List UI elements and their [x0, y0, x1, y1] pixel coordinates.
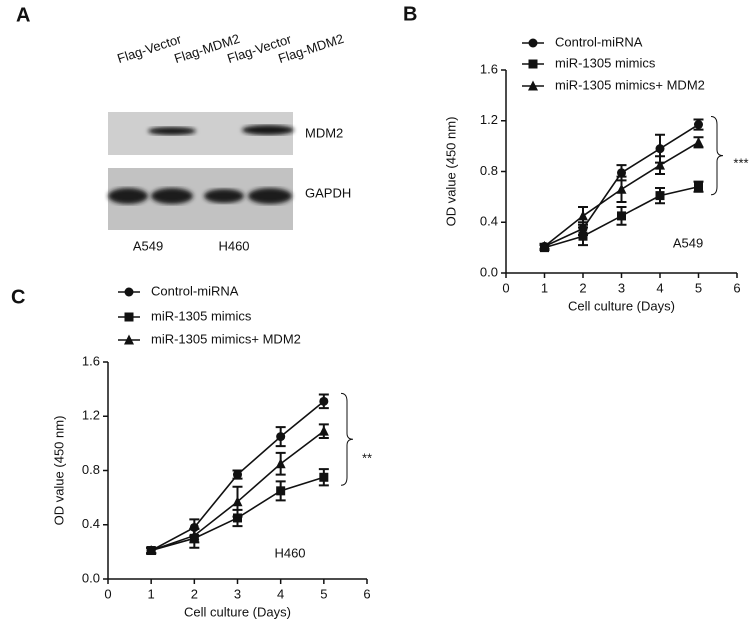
- y-axis-label: OD value (450 nm): [51, 416, 66, 526]
- panel-label: A: [16, 4, 30, 26]
- legend-label: miR-1305 mimics+ MDM2: [151, 331, 301, 346]
- marker: [655, 191, 665, 201]
- blot-label: GAPDH: [305, 185, 351, 200]
- marker: [528, 38, 538, 48]
- legend-label: miR-1305 mimics: [555, 55, 656, 70]
- marker: [528, 80, 538, 91]
- marker: [578, 231, 588, 241]
- marker: [318, 425, 329, 436]
- blot-mdm2: [108, 112, 294, 155]
- marker: [655, 159, 665, 170]
- marker: [616, 183, 627, 194]
- x-axis-label: Cell culture (Days): [184, 604, 291, 619]
- annotation: A549: [673, 235, 703, 250]
- marker: [528, 59, 538, 69]
- marker: [694, 120, 703, 130]
- y-tick-label: 0.4: [82, 516, 100, 531]
- y-axis-label: OD value (450 nm): [443, 117, 458, 227]
- y-tick-label: 0.8: [480, 163, 498, 178]
- x-tick-label: 0: [502, 280, 509, 295]
- marker: [124, 287, 134, 297]
- marker: [275, 458, 286, 469]
- blot-gapdh: [108, 168, 293, 230]
- significance: ***: [733, 155, 748, 170]
- y-tick-label: 0.4: [480, 214, 498, 229]
- marker: [233, 470, 242, 480]
- y-tick-label: 0.0: [480, 264, 498, 279]
- x-axis-label: Cell culture (Days): [568, 298, 675, 313]
- significance: **: [362, 450, 372, 465]
- y-tick-label: 0.0: [82, 570, 100, 585]
- y-tick-label: 1.6: [480, 61, 498, 76]
- x-tick-label: 2: [579, 280, 586, 295]
- marker: [319, 396, 329, 406]
- x-tick-label: 5: [695, 280, 702, 295]
- cell-line-label: A549: [133, 238, 163, 253]
- marker: [276, 486, 286, 496]
- marker: [189, 530, 200, 541]
- marker: [276, 432, 286, 442]
- marker: [693, 136, 704, 147]
- blot-label: MDM2: [305, 125, 343, 140]
- panel-label: B: [403, 3, 417, 25]
- legend-label: Control-miRNA: [555, 34, 643, 49]
- marker: [617, 168, 626, 178]
- lane-label: Flag-Vector: [115, 31, 183, 66]
- marker: [655, 144, 665, 154]
- panel-label: C: [11, 286, 25, 308]
- x-tick-label: 5: [320, 586, 327, 601]
- annotation: H460: [274, 545, 305, 560]
- marker: [578, 210, 588, 221]
- marker: [232, 496, 243, 507]
- x-tick-label: 0: [104, 586, 111, 601]
- x-tick-label: 3: [618, 280, 625, 295]
- marker: [539, 240, 550, 251]
- marker: [694, 182, 703, 192]
- legend-label: miR-1305 mimics: [151, 308, 252, 323]
- x-tick-label: 2: [191, 586, 198, 601]
- significance-brace: [340, 392, 354, 486]
- marker: [124, 334, 134, 345]
- cell-line-label: H460: [218, 238, 249, 253]
- x-tick-label: 3: [234, 586, 241, 601]
- x-tick-label: 1: [148, 586, 155, 601]
- y-tick-label: 1.2: [480, 112, 498, 127]
- x-tick-label: 4: [277, 586, 284, 601]
- marker: [124, 312, 134, 322]
- marker: [233, 513, 242, 523]
- x-tick-label: 6: [363, 586, 370, 601]
- y-tick-label: 1.6: [82, 353, 100, 368]
- marker: [617, 211, 626, 221]
- y-tick-label: 0.8: [82, 462, 100, 477]
- x-tick-label: 4: [656, 280, 663, 295]
- y-tick-label: 1.2: [82, 408, 100, 423]
- legend-label: Control-miRNA: [151, 283, 239, 298]
- legend-label: miR-1305 mimics+ MDM2: [555, 77, 705, 92]
- marker: [146, 545, 157, 556]
- x-tick-label: 6: [733, 280, 740, 295]
- marker: [319, 472, 329, 482]
- significance-brace: [710, 116, 724, 196]
- x-tick-label: 1: [541, 280, 548, 295]
